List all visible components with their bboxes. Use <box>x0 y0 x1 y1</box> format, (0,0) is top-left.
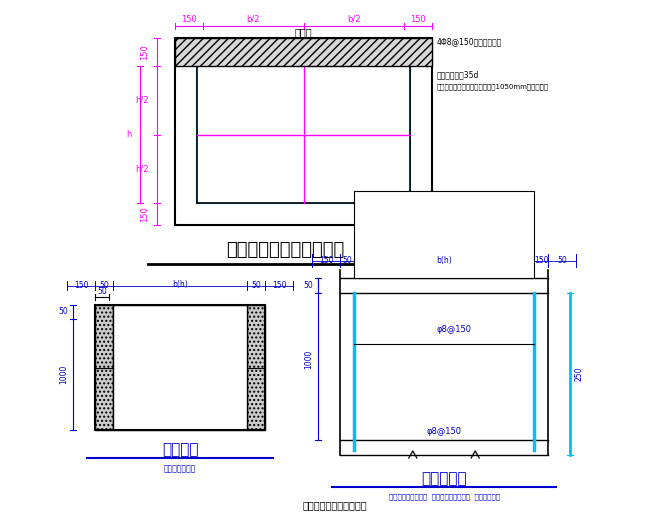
Text: 护壁加筋图: 护壁加筋图 <box>421 471 467 486</box>
Text: 50: 50 <box>251 280 261 290</box>
Bar <box>175 38 432 66</box>
Text: 1000: 1000 <box>304 349 313 369</box>
Text: 挡土面: 挡土面 <box>295 27 312 37</box>
Text: φ8@150: φ8@150 <box>427 426 462 436</box>
Text: C30砼: C30砼 <box>435 251 458 259</box>
Text: 全埋地式抗滑桩护壁详图: 全埋地式抗滑桩护壁详图 <box>226 241 344 259</box>
Text: 护壁详图: 护壁详图 <box>162 442 198 457</box>
Text: 上下钢筋搭接35d: 上下钢筋搭接35d <box>437 71 479 80</box>
Bar <box>197 66 410 203</box>
Text: 150: 150 <box>140 206 149 222</box>
Text: 人工挖孔桩抗滑桩时设置: 人工挖孔桩抗滑桩时设置 <box>303 500 367 510</box>
Text: h/2: h/2 <box>136 96 149 105</box>
Bar <box>113 305 247 430</box>
Text: 250: 250 <box>575 367 584 381</box>
Text: h/2: h/2 <box>136 164 149 173</box>
Text: 1000: 1000 <box>59 365 68 384</box>
Text: 150: 150 <box>533 255 548 265</box>
Text: 用彩色圆护壁此界出原始地截面1050mm处土不盘筋: 用彩色圆护壁此界出原始地截面1050mm处土不盘筋 <box>437 84 549 90</box>
Text: 用于矩形混凝土固积  用于圆形混凝土固积  用于砂土层坑: 用于矩形混凝土固积 用于圆形混凝土固积 用于砂土层坑 <box>389 493 499 500</box>
Text: b/2: b/2 <box>246 15 260 23</box>
Text: b(h): b(h) <box>436 255 452 265</box>
Bar <box>175 38 432 225</box>
Text: 150: 150 <box>272 280 287 290</box>
Text: 50: 50 <box>303 281 313 290</box>
Text: b(h): b(h) <box>172 280 188 290</box>
Text: φ8@150: φ8@150 <box>437 326 472 334</box>
Text: 150: 150 <box>74 280 89 290</box>
Text: 150: 150 <box>319 255 333 265</box>
Text: 4Φ8@150双向护壁钢筋: 4Φ8@150双向护壁钢筋 <box>437 37 503 46</box>
Text: 150: 150 <box>181 15 197 23</box>
Text: h: h <box>127 130 132 139</box>
Bar <box>354 191 534 278</box>
Text: b/2: b/2 <box>347 15 360 23</box>
Text: 50: 50 <box>97 288 107 296</box>
Bar <box>247 305 265 430</box>
Text: 150: 150 <box>410 15 426 23</box>
Text: 50: 50 <box>99 280 109 290</box>
Text: 150: 150 <box>140 44 149 60</box>
Bar <box>95 305 265 430</box>
Text: 用于矩形公益坑: 用于矩形公益坑 <box>164 464 196 473</box>
Text: 50: 50 <box>557 255 567 265</box>
Bar <box>95 305 113 430</box>
Text: 50: 50 <box>58 307 68 317</box>
Text: 50: 50 <box>342 255 352 265</box>
